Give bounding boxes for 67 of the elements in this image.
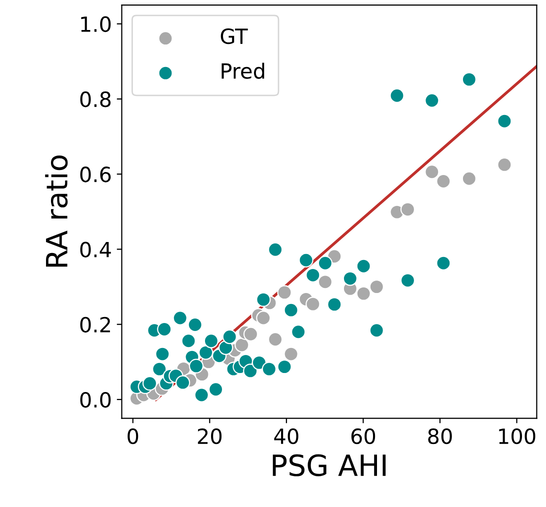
point — [268, 242, 283, 257]
point — [157, 322, 172, 337]
point — [400, 273, 416, 288]
point — [306, 268, 320, 282]
point — [318, 256, 333, 270]
x-tick-label: 100 — [499, 428, 536, 444]
point — [188, 358, 204, 374]
x-tick-label: 60 — [351, 428, 376, 444]
x-tick-label: 40 — [274, 428, 298, 444]
point — [284, 346, 298, 362]
legend-label: Pred — [222, 62, 264, 79]
point — [400, 202, 416, 217]
point — [318, 274, 333, 290]
point — [243, 364, 258, 378]
y-tick-label: 0.6 — [80, 166, 111, 182]
point — [198, 345, 214, 360]
point — [291, 324, 306, 340]
point — [188, 317, 202, 332]
y-tick-label: 0.4 — [80, 242, 111, 258]
point — [390, 88, 404, 103]
point — [256, 292, 271, 307]
point — [256, 310, 271, 326]
point — [181, 334, 196, 348]
point — [142, 376, 158, 391]
point — [327, 297, 342, 312]
point — [436, 174, 451, 189]
y-axis-title: RA ratio — [45, 155, 68, 267]
point — [369, 323, 384, 338]
x-tick-label: 80 — [428, 428, 452, 444]
point — [208, 382, 224, 397]
point — [252, 355, 267, 370]
point — [298, 252, 314, 268]
point — [268, 332, 283, 347]
point — [462, 171, 476, 186]
point — [243, 326, 258, 342]
x-tick-label: 0 — [128, 428, 138, 444]
point — [218, 340, 234, 355]
point — [497, 114, 512, 128]
point — [204, 334, 219, 348]
point — [152, 362, 167, 376]
point — [172, 310, 188, 326]
point — [306, 296, 320, 312]
y-tick-label: 0.0 — [80, 392, 111, 408]
point — [194, 388, 209, 402]
point — [436, 256, 451, 270]
point — [342, 271, 358, 286]
y-tick-label: 0.2 — [80, 316, 110, 333]
legend-label: GT — [220, 28, 248, 44]
y-tick-label: 0.8 — [80, 91, 111, 108]
point — [155, 346, 170, 362]
point — [424, 93, 440, 108]
point — [284, 302, 298, 318]
point — [424, 164, 440, 180]
point — [356, 286, 371, 301]
point — [497, 157, 512, 172]
x-axis-title: PSG AHI — [272, 454, 386, 476]
point — [262, 362, 276, 376]
point — [175, 375, 190, 390]
point — [369, 279, 384, 294]
point — [277, 285, 292, 300]
y-tick-label: 1.0 — [81, 16, 111, 32]
x-tick-label: 20 — [198, 428, 222, 444]
point — [277, 359, 292, 374]
point — [356, 258, 371, 274]
point — [462, 72, 476, 87]
point — [222, 329, 237, 344]
point — [234, 338, 250, 352]
